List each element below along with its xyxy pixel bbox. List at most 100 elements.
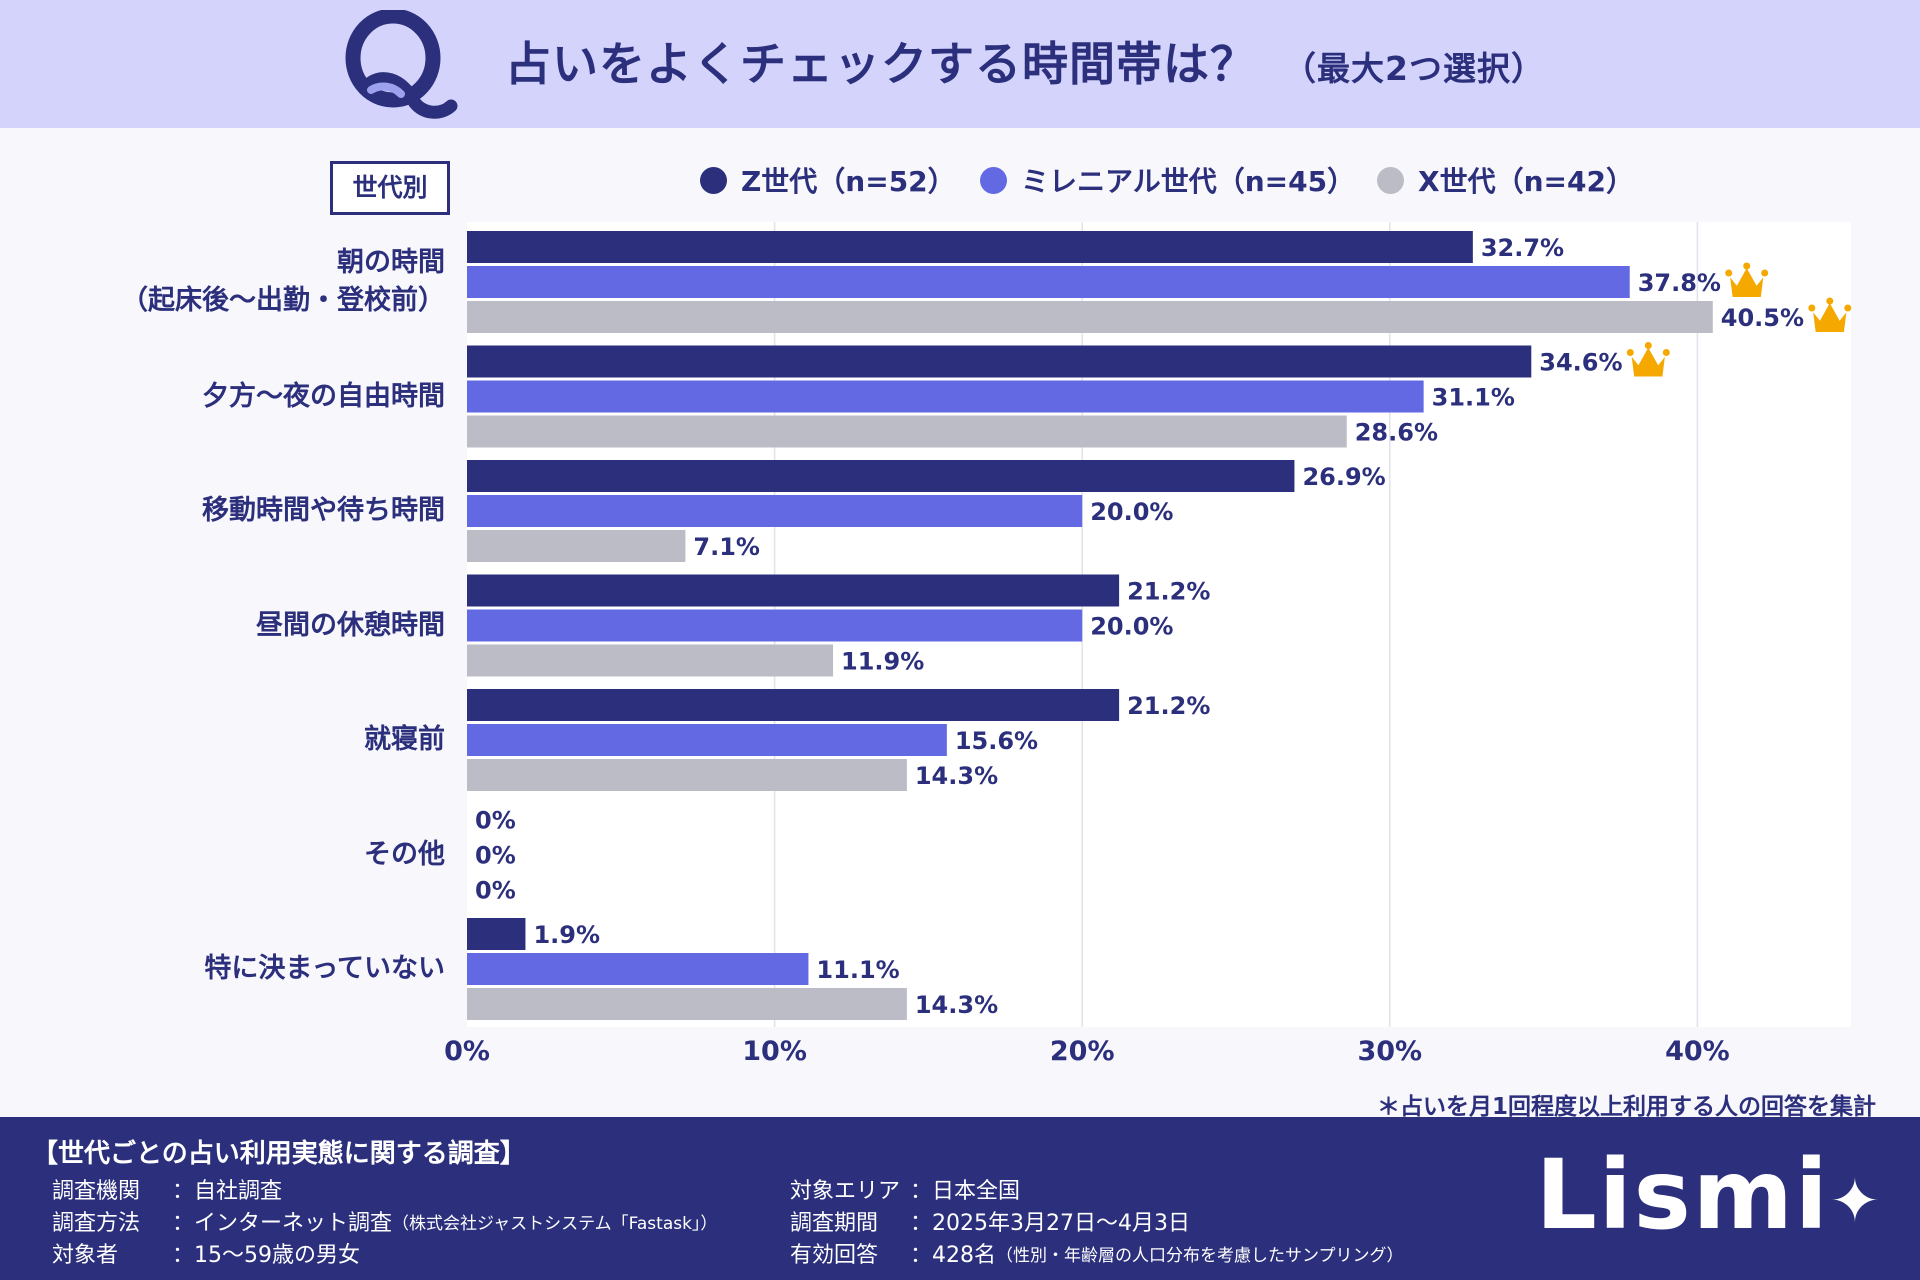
data-label: 37.8% [1638, 269, 1721, 297]
category-label: 移動時間や待ち時間 [202, 492, 445, 530]
data-label: 40.5% [1721, 304, 1804, 332]
footnote: ＊占いを月1回程度以上利用する人の回答を集計 [1376, 1094, 1876, 1120]
footer-value: ：日本全国 [910, 1179, 1021, 1204]
q-logo-icon [345, 10, 458, 119]
footer-row: 調査方法 ：インターネット調査 （株式会社ジャストシステム「Fastask」） [52, 1205, 717, 1237]
legend-label-z: Z世代（n=52） [741, 165, 956, 198]
data-label: 20.0% [1090, 613, 1173, 641]
x-tick-label: 30% [1357, 1036, 1422, 1067]
data-label: 1.9% [533, 921, 600, 949]
footer-key: 対象者 [52, 1243, 119, 1268]
bar [467, 609, 1083, 642]
data-label: 15.6% [955, 727, 1038, 755]
footer-key: 調査期間 [790, 1211, 879, 1236]
generation-label: 世代別 [330, 161, 450, 215]
footer-row: 有効回答 ：428名 （性別・年齢層の人口分布を考慮したサンプリング） [790, 1237, 1404, 1269]
bar [467, 644, 834, 677]
data-label: 0% [475, 877, 516, 905]
category-label-line: 昼間の休憩時間 [256, 609, 445, 641]
legend-label-x: X世代（n=42） [1418, 165, 1634, 198]
x-tick-label: 40% [1665, 1036, 1730, 1067]
bar [467, 380, 1424, 413]
bar [467, 918, 526, 950]
data-label: 32.7% [1481, 234, 1564, 262]
legend-item-z: Z世代（n=52） [700, 160, 956, 200]
category-label-line: 就寝前 [364, 724, 445, 755]
legend-swatch-z [700, 166, 727, 194]
footer-value: ：2025年3月27日〜4月3日 [910, 1211, 1190, 1236]
data-label: 20.0% [1090, 498, 1173, 526]
footer-value-note: （性別・年齢層の人口分布を考慮したサンプリング） [996, 1246, 1404, 1266]
category-label: 就寝前 [364, 721, 445, 759]
footer-row: 対象者 ：15〜59歳の男女 [52, 1237, 360, 1269]
crown-icon [1626, 342, 1670, 379]
category-label-line: その他 [364, 838, 445, 870]
bar [467, 495, 1083, 527]
data-label: 7.1% [693, 533, 760, 561]
data-label: 34.6% [1539, 349, 1622, 377]
data-label: 14.3% [915, 991, 998, 1019]
owl-mascot-icon: ✦ [1829, 1166, 1882, 1237]
legend-item-millennial: ミレニアル世代（n=45） [980, 160, 1355, 200]
category-label: 昼間の休憩時間 [256, 607, 445, 645]
category-label-line: 特に決まっていない [204, 953, 445, 984]
footer-value: ：自社調査 [172, 1179, 283, 1204]
x-tick-label: 0% [444, 1036, 490, 1067]
x-tick-label: 10% [742, 1036, 807, 1067]
header-banner: 占いをよくチェックする時間帯は？ （最大2つ選択） [0, 0, 1920, 128]
category-label: 夕方〜夜の自由時間 [202, 378, 445, 416]
footer-key: 調査機関 [52, 1179, 141, 1204]
footer-value: ：428名 [910, 1243, 996, 1268]
legend-label-millennial: ミレニアル世代（n=45） [1021, 165, 1356, 198]
logo-text: Lismi [1535, 1139, 1830, 1251]
bar [467, 724, 947, 756]
data-label: 14.3% [915, 762, 998, 790]
category-label-line: 夕方〜夜の自由時間 [202, 380, 445, 412]
footer-row: 調査期間 ：2025年3月27日〜4月3日 [790, 1205, 1190, 1237]
footer-row: 調査機関 ：自社調査 [52, 1173, 282, 1205]
category-label: 特に決まっていない [204, 950, 445, 988]
chart-legend: Z世代（n=52） ミレニアル世代（n=45） X世代（n=42） [0, 160, 1920, 204]
footer-title: 【世代ごとの占い利用実態に関する調査】 [32, 1139, 526, 1169]
bar [467, 231, 1473, 263]
data-label: 28.6% [1355, 419, 1438, 447]
legend-item-x: X世代（n=42） [1377, 160, 1634, 200]
bar-chart: 0% 10% 20% 30% 40% 32.7% 37.8%40.5% 34.6% 31.1% 2… [444, 222, 1852, 1067]
bar [467, 988, 907, 1020]
footer-key: 有効回答 [790, 1243, 879, 1268]
title-subtitle: （最大2つ選択） [1283, 49, 1545, 88]
footer-value: ：インターネット調査 [172, 1211, 393, 1236]
category-label-line: （起床後〜出勤・登校前） [121, 285, 445, 316]
data-label: 11.1% [816, 956, 899, 984]
footer-value: ：15〜59歳の男女 [172, 1243, 360, 1268]
title-text: 占いをよくチェックする時間帯は？ [505, 37, 1257, 91]
bar [467, 415, 1347, 448]
bar [467, 530, 686, 562]
bar [467, 301, 1713, 333]
bar [467, 345, 1532, 378]
category-label-line: 朝の時間 [337, 247, 445, 278]
bar [467, 953, 809, 985]
bar [467, 689, 1120, 721]
data-label: 0% [475, 807, 516, 835]
footer-key: 調査方法 [52, 1211, 141, 1236]
page-title: 占いをよくチェックする時間帯は？ （最大2つ選択） [505, 28, 1545, 94]
bar [467, 574, 1120, 607]
bar [467, 266, 1630, 298]
footer-value-note: （株式会社ジャストシステム「Fastask」） [392, 1214, 718, 1234]
crown-icon [1725, 262, 1769, 299]
category-label: その他 [364, 836, 445, 874]
data-label: 26.9% [1302, 463, 1385, 491]
data-label: 0% [475, 842, 516, 870]
legend-swatch-x [1377, 166, 1404, 194]
data-label: 11.9% [841, 648, 924, 676]
legend-swatch-millennial [980, 166, 1007, 194]
footer-key: 対象エリア [790, 1179, 901, 1204]
lismi-logo: Lismi✦ [1536, 1139, 1882, 1251]
category-label: 朝の時間 （起床後〜出勤・登校前） [121, 244, 445, 320]
data-label: 21.2% [1127, 692, 1210, 720]
footer-row: 対象エリア ：日本全国 [790, 1173, 1020, 1205]
crown-icon [1808, 297, 1852, 334]
data-label: 21.2% [1127, 578, 1210, 606]
data-label: 31.1% [1432, 384, 1515, 412]
